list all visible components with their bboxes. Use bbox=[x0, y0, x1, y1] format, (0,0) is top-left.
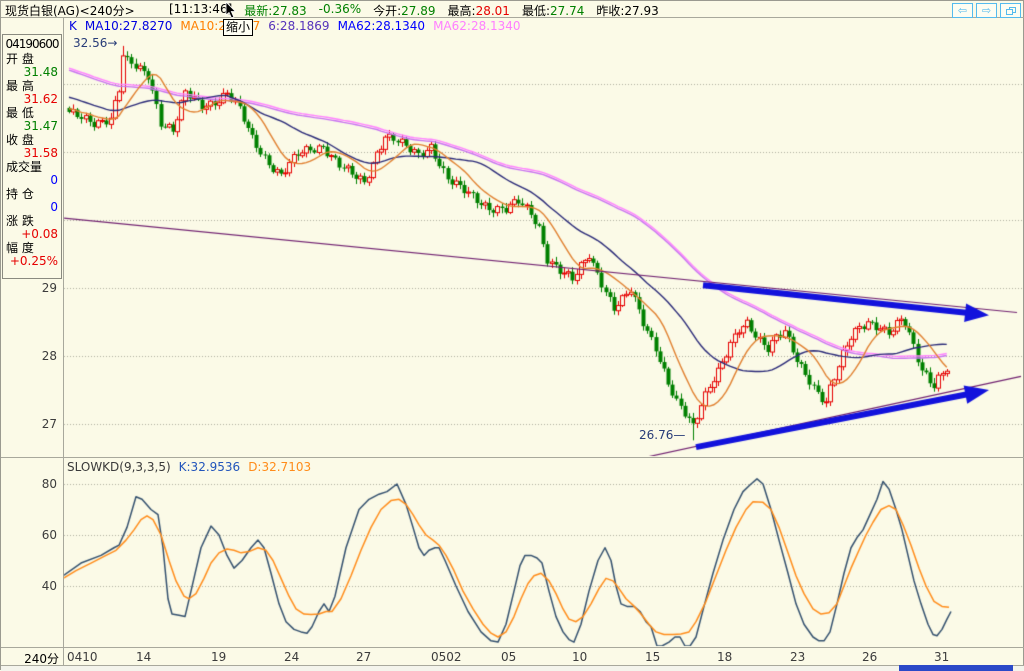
nav-buttons: ⇦ ⇨ bbox=[952, 3, 1021, 18]
quote-item: 最低:27.74 bbox=[521, 4, 585, 18]
bar-datetime-code: 04190600 bbox=[5, 37, 59, 51]
restore-window-icon bbox=[1006, 6, 1016, 15]
ohlc-row: 开 盘 31.48 bbox=[6, 52, 58, 79]
high-price-annotation: 32.56→ bbox=[73, 35, 118, 50]
forward-button[interactable]: ⇨ bbox=[976, 3, 997, 18]
indicator-header-segment: MA62:28.1340 bbox=[337, 19, 426, 33]
kd-indicator-header: SLOWKD(9,3,3,5) K:32.9536 D:32.7103 bbox=[67, 460, 311, 474]
low-price-annotation: 26.76— bbox=[639, 428, 686, 443]
back-arrow-icon: ⇦ bbox=[957, 4, 968, 17]
ohlc-row: 最 高 31.62 bbox=[6, 79, 58, 106]
mouse-cursor-icon bbox=[225, 2, 237, 19]
indicator-header-segment: MA10:27.8270 bbox=[84, 19, 173, 33]
quote-item: 最高:28.01 bbox=[447, 4, 510, 18]
quote-item: 今开:27.89 bbox=[373, 4, 436, 18]
quote-values: [11:13:46] 最新:27.83 -0.36% 今开:27.89 最高:28.0… bbox=[169, 2, 659, 19]
back-button[interactable]: ⇦ bbox=[952, 3, 973, 18]
kd-k-value: K:32.9536 bbox=[178, 460, 241, 474]
kd-d-value: D:32.7103 bbox=[248, 460, 312, 474]
ohlc-row: 成交量 0 bbox=[6, 160, 58, 187]
instrument-title: 现货白银(AG)<240分> bbox=[5, 4, 135, 18]
quote-bar: 现货白银(AG)<240分> [11:13:46] 最新:27.83 -0.36%… bbox=[1, 1, 1024, 19]
ohlc-row: 最 低 31.47 bbox=[6, 106, 58, 133]
quote-item: 最新:27.83 bbox=[244, 4, 307, 18]
quote-item: -0.36% bbox=[318, 2, 362, 16]
indicator-header-segment: MA62:28.1340 bbox=[433, 19, 521, 33]
quote-item: 昨收:27.93 bbox=[596, 4, 659, 18]
period-label: 240分 bbox=[24, 652, 59, 666]
quote-time: [11:13:46] bbox=[169, 2, 233, 16]
indicator-header-segment: 6:28.1869 bbox=[268, 19, 330, 33]
horizontal-scrollbar-track[interactable] bbox=[1, 666, 1024, 671]
forward-arrow-icon: ⇨ bbox=[981, 4, 992, 17]
horizontal-scrollbar-thumb[interactable] bbox=[899, 665, 1013, 671]
zoom-out-tooltip: 缩小 bbox=[223, 19, 253, 36]
ohlc-row: 收 盘 31.58 bbox=[6, 133, 58, 160]
indicator-header-segment: K bbox=[69, 19, 77, 33]
indicator-header: K MA10:27.8270 MA10:27.827 6:28.1869 MA62:28… bbox=[69, 19, 521, 33]
ohlc-row: 涨 跌 +0.08 bbox=[6, 214, 58, 241]
kd-params-label: SLOWKD(9,3,3,5) bbox=[67, 460, 171, 474]
ohlc-row: 幅 度 +0.25% bbox=[6, 241, 58, 268]
restore-window-button[interactable] bbox=[1000, 3, 1021, 18]
ohlc-info-panel: 04190600 开 盘 31.48 最 高 31.62 最 低 31.47 收 盘 31.5… bbox=[2, 34, 62, 279]
